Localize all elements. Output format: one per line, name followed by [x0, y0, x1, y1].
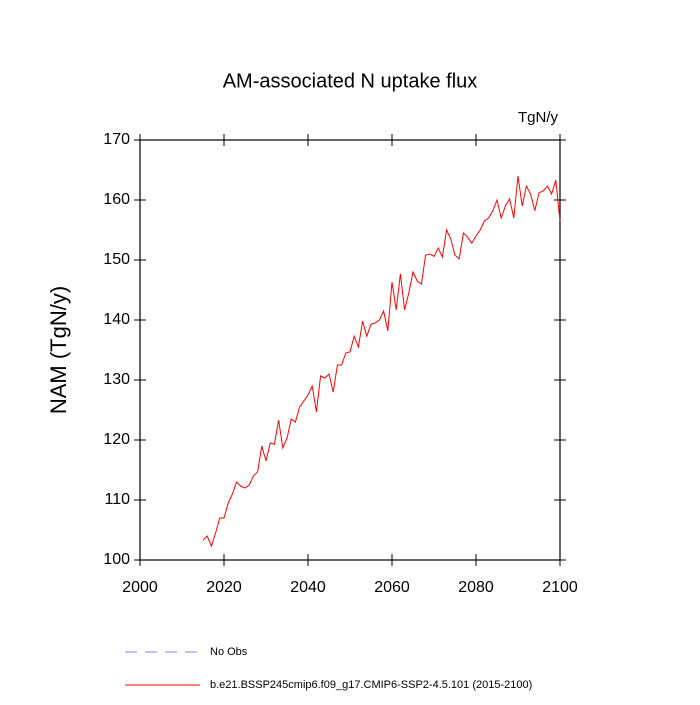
y-tick-label: 170	[103, 131, 130, 148]
y-tick-label: 140	[103, 311, 130, 328]
x-tick-label: 2100	[542, 579, 578, 596]
x-tick-label: 2060	[374, 579, 410, 596]
data-line	[202, 175, 561, 548]
y-tick-label: 110	[104, 491, 130, 508]
y-tick-label: 120	[103, 431, 130, 448]
x-tick-label: 2020	[206, 579, 242, 596]
x-tick-label: 2040	[290, 579, 326, 596]
x-tick-label: 2000	[122, 579, 158, 596]
legend-label: b.e21.BSSP245cmip6.f09_g17.CMIP6-SSP2-4.…	[210, 679, 532, 691]
y-tick-label: 130	[103, 371, 130, 388]
units-label: TgN/y	[518, 109, 559, 126]
chart-title: AM-associated N uptake flux	[223, 70, 478, 92]
y-tick-label: 100	[103, 551, 130, 568]
x-tick-label: 2080	[458, 579, 494, 596]
y-tick-label: 160	[103, 191, 130, 208]
y-axis-label: NAM (TgN/y)	[46, 286, 71, 414]
plot-frame	[139, 139, 561, 561]
legend-label: No Obs	[210, 646, 248, 658]
y-tick-label: 150	[103, 251, 130, 268]
